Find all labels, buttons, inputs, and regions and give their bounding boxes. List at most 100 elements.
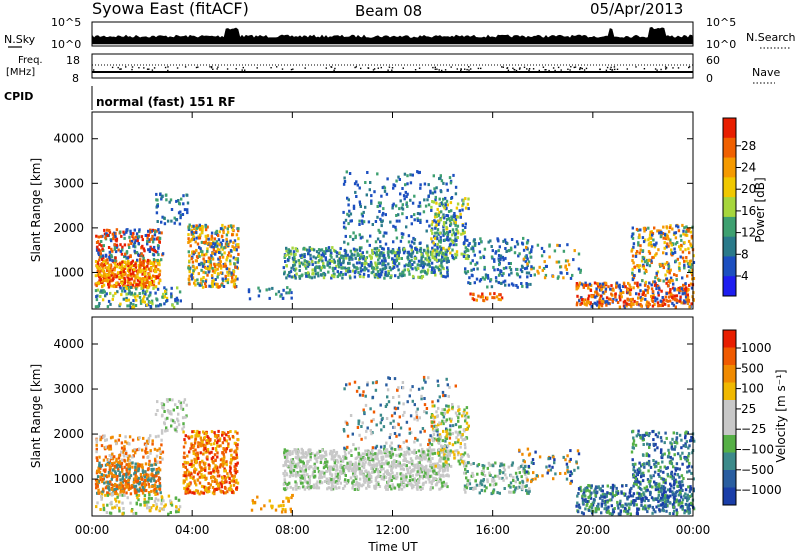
power-cell (679, 247, 682, 251)
colorbar-swatch (723, 276, 736, 297)
velocity-cell (224, 491, 227, 495)
power-cell (413, 213, 416, 217)
power-cell (462, 199, 465, 203)
power-cell (430, 228, 433, 232)
power-cell (279, 294, 282, 298)
power-cell (213, 237, 217, 241)
velocity-cell (154, 493, 157, 496)
cpid-label: CPID (4, 90, 33, 103)
power-cell (396, 251, 400, 255)
power-cell (101, 298, 105, 302)
power-cell (460, 232, 463, 236)
power-cell (381, 267, 385, 271)
power-cell (621, 285, 625, 288)
power-cell (502, 272, 505, 276)
power-cell (205, 267, 208, 270)
power-cell (135, 251, 139, 254)
power-cell (163, 286, 166, 290)
power-cell (630, 249, 633, 253)
velocity-cell (142, 455, 145, 459)
power-cell (518, 252, 521, 256)
power-cell (605, 300, 609, 304)
power-cell (463, 235, 467, 239)
nave-label: Nave (752, 66, 780, 79)
power-cell (206, 265, 210, 269)
power-cell (435, 235, 439, 239)
power-cell (678, 288, 682, 292)
power-cell (683, 266, 686, 270)
power-cell (369, 260, 373, 264)
power-cell (471, 246, 475, 250)
power-cell (121, 289, 124, 293)
power-cell (289, 270, 293, 274)
nave-point (528, 69, 530, 71)
power-cell (684, 248, 687, 252)
power-cell (553, 249, 557, 253)
power-cell (216, 242, 219, 246)
power-cell (305, 266, 308, 270)
power-cell (671, 286, 675, 290)
velocity-cell (137, 477, 140, 481)
velocity-cell (185, 461, 188, 465)
power-cell (180, 197, 183, 201)
velocity-cell (141, 485, 145, 489)
power-cell (226, 281, 230, 285)
velocity-cell (234, 470, 238, 474)
power-cell (638, 269, 641, 272)
power-cell (393, 258, 396, 262)
power-cell (433, 235, 436, 239)
power-cell (194, 283, 197, 287)
velocity-cell (119, 478, 122, 482)
power-cell (640, 298, 643, 302)
velocity-cell (315, 486, 318, 490)
power-cell (125, 299, 128, 302)
velocity-cell (309, 452, 312, 456)
velocity-cell (234, 430, 237, 434)
power-cell (109, 302, 112, 306)
power-cell (411, 263, 414, 266)
noise-sky-series (91, 26, 694, 45)
velocity-cell (99, 466, 102, 470)
power-cell (155, 229, 158, 233)
velocity-cell (343, 472, 346, 476)
power-cell (206, 241, 209, 245)
power-cell (334, 249, 337, 253)
power-cell (115, 274, 119, 278)
velocity-cell (284, 508, 287, 512)
power-cell (290, 291, 293, 295)
power-cell (461, 228, 465, 232)
power-cell (158, 263, 161, 267)
power-cell (595, 287, 598, 291)
velocity-cell (305, 465, 308, 469)
power-cell (376, 172, 379, 176)
power-cell (129, 301, 132, 305)
velocity-cell (108, 454, 111, 457)
velocity-cell (164, 503, 167, 507)
power-cell (402, 271, 405, 275)
nave-point (585, 67, 588, 70)
power-cell (130, 240, 134, 243)
power-cell (363, 266, 366, 270)
power-cell (587, 283, 590, 287)
power-cell (526, 262, 529, 266)
power-cell (445, 199, 449, 203)
power-cell (114, 273, 117, 277)
power-cell (409, 252, 413, 256)
velocity-cell (198, 433, 201, 437)
velocity-cell (158, 447, 161, 451)
power-cell (381, 219, 384, 223)
power-cell (644, 238, 647, 242)
nave-scatter (93, 66, 691, 72)
power-cell (221, 239, 225, 243)
power-cell (440, 274, 443, 278)
power-cell (338, 260, 341, 264)
velocity-cell (149, 434, 152, 438)
power-cell (223, 225, 227, 229)
power-cell (585, 303, 588, 307)
power-cell (136, 258, 139, 262)
power-cell (354, 248, 357, 252)
power-cell (309, 257, 312, 261)
nave-point (292, 68, 294, 70)
power-cell (394, 228, 398, 232)
velocity-cell (182, 474, 185, 478)
